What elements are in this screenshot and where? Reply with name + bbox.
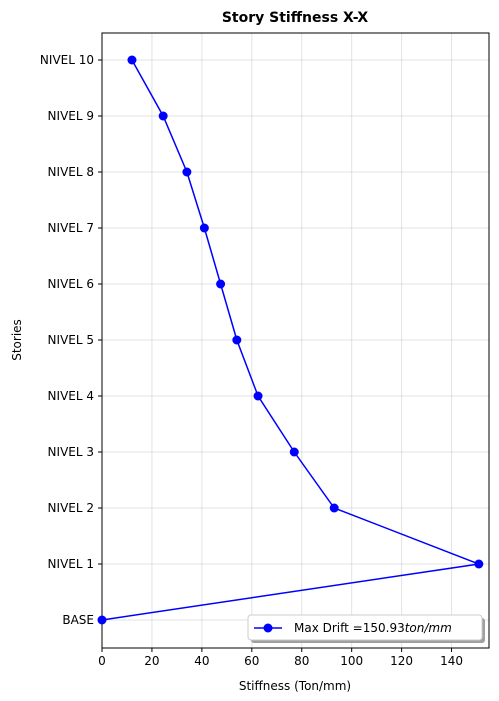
x-tick-label: 140 xyxy=(440,654,463,668)
y-tick-label: BASE xyxy=(62,613,94,627)
x-tick-label: 120 xyxy=(390,654,413,668)
data-point xyxy=(97,615,107,625)
data-point xyxy=(158,111,168,121)
data-point xyxy=(329,503,339,513)
x-tick-label: 0 xyxy=(98,654,106,668)
data-point xyxy=(474,559,484,569)
chart-title: Story Stiffness X-X xyxy=(222,10,369,26)
data-point xyxy=(127,55,137,65)
legend-box xyxy=(247,614,483,641)
data-point xyxy=(253,391,263,401)
data-point xyxy=(216,279,226,289)
legend: Max Drift =150.93ton/mm xyxy=(247,614,485,643)
legend-marker-sample xyxy=(263,623,273,633)
x-tick-label: 100 xyxy=(340,654,363,668)
y-axis-label: Stories xyxy=(10,319,24,361)
y-tick-label: NIVEL 9 xyxy=(48,109,94,123)
y-tick-label: NIVEL 8 xyxy=(48,165,94,179)
axis-ticks: 0 20 40 60 80 100 120 140 BASE NIVEL 1 NIVEL 2 NIVE… xyxy=(40,53,463,668)
y-tick-label: NIVEL 1 xyxy=(48,557,94,571)
x-tick-label: 60 xyxy=(244,654,259,668)
y-tick-label: NIVEL 4 xyxy=(48,389,94,403)
y-tick-label: NIVEL 3 xyxy=(48,445,94,459)
legend-label: Max Drift =150.93 xyxy=(294,621,405,635)
data-point xyxy=(182,167,192,177)
y-tick-label: NIVEL 5 xyxy=(48,333,94,347)
x-tick-label: 20 xyxy=(144,654,159,668)
data-point xyxy=(199,223,209,233)
x-axis-label: Stiffness (Ton/mm) xyxy=(239,679,351,693)
data-point xyxy=(232,335,242,345)
grid-lines xyxy=(101,33,489,648)
y-tick-label: NIVEL 6 xyxy=(48,277,94,291)
x-tick-label: 80 xyxy=(294,654,309,668)
y-tick-label: NIVEL 2 xyxy=(48,501,94,515)
legend-entry: Max Drift =150.93ton/mm xyxy=(294,621,452,635)
series-layer xyxy=(97,55,484,625)
data-point xyxy=(289,447,299,457)
y-tick-label: NIVEL 10 xyxy=(40,53,94,67)
y-tick-label: NIVEL 7 xyxy=(48,221,94,235)
x-tick-label: 40 xyxy=(194,654,209,668)
legend-label-unit: ton/mm xyxy=(405,621,452,635)
